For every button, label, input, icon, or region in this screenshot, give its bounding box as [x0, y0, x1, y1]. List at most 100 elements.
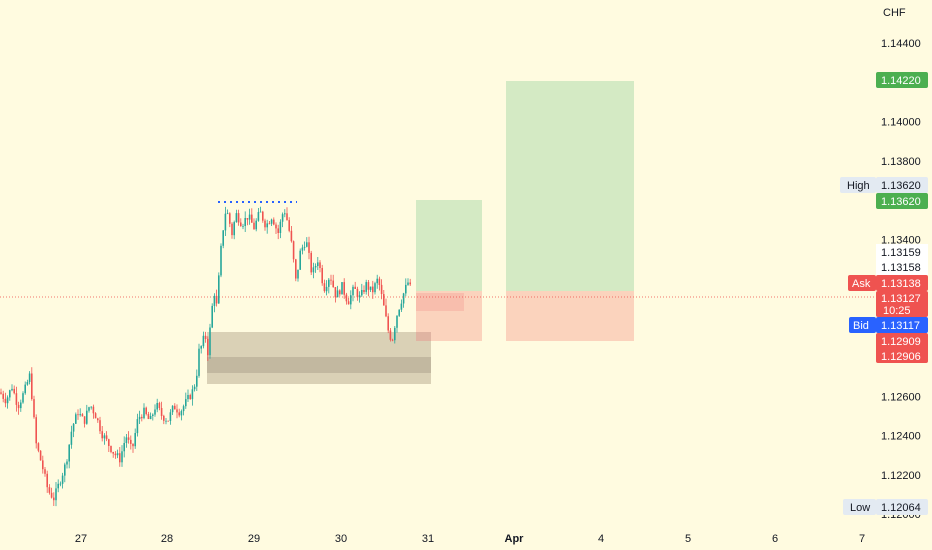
- candle-body: [108, 439, 110, 446]
- candle-body: [402, 293, 405, 304]
- candle-body: [64, 464, 66, 476]
- candle-body: [255, 220, 257, 230]
- svg-text:1.13158: 1.13158: [881, 262, 921, 274]
- svg-text:1.13620: 1.13620: [881, 196, 921, 208]
- candle-body: [200, 346, 202, 349]
- candle-body: [301, 247, 304, 251]
- candle-body: [136, 419, 139, 434]
- candle-body: [264, 220, 266, 228]
- candle-body: [253, 222, 255, 230]
- candle-body: [152, 414, 154, 416]
- candle-body: [398, 309, 400, 316]
- candle-body: [185, 399, 187, 407]
- candle-body: [380, 284, 383, 294]
- candle-body: [13, 388, 15, 394]
- candle-body: [178, 412, 180, 416]
- profit-zone-large[interactable]: [506, 81, 634, 291]
- candle-body: [189, 395, 191, 399]
- price-axis[interactable]: CHF 1.144001.140001.138001.134001.128001…: [881, 7, 921, 521]
- low-price-tag: Low 1.12064: [843, 499, 928, 515]
- time-axis[interactable]: 27 28 29 30 31 Apr 4 5 6 7: [75, 533, 865, 545]
- candle-body: [94, 413, 97, 419]
- candle-body: [2, 393, 4, 399]
- low-value: 1.12064: [881, 502, 921, 514]
- candle-body: [156, 403, 158, 410]
- candle-body: [4, 398, 7, 404]
- candle-body: [28, 373, 31, 382]
- candle-body: [163, 415, 165, 421]
- ask-label: Ask: [852, 278, 871, 290]
- candle-body: [187, 395, 189, 400]
- candle-body: [57, 483, 59, 489]
- candle-body: [154, 409, 156, 415]
- candle-body: [22, 393, 24, 403]
- candle-body: [237, 213, 240, 223]
- time-tick-label: Apr: [505, 533, 525, 545]
- ask-price-tag: Ask 1.13138: [848, 275, 928, 291]
- ask-value: 1.13138: [881, 278, 921, 290]
- candle-body: [292, 241, 295, 260]
- candle-body: [405, 284, 407, 294]
- candle-body: [365, 282, 367, 292]
- time-tick-label: 30: [335, 533, 347, 545]
- price-tick-label: 1.12600: [881, 391, 921, 403]
- profit-zone-small[interactable]: [416, 200, 482, 291]
- candle-body: [350, 295, 352, 305]
- candle-body: [72, 423, 75, 432]
- candle-body: [347, 301, 350, 305]
- candle-body: [174, 405, 176, 410]
- candle-body: [9, 390, 11, 398]
- candle-body: [198, 348, 200, 376]
- candle-body: [6, 397, 9, 404]
- chart-pane[interactable]: [0, 81, 876, 507]
- candle-body: [356, 288, 359, 298]
- candle-body: [53, 497, 55, 501]
- candle-body: [385, 305, 387, 317]
- candle-body: [119, 453, 121, 463]
- candle-body: [11, 388, 13, 391]
- stop-price-tags: 1.12909 1.12906: [876, 333, 928, 363]
- candle-body: [273, 219, 275, 225]
- candle-body: [345, 294, 348, 302]
- candle-body: [134, 433, 136, 447]
- candle-body: [251, 214, 253, 223]
- candle-body: [127, 437, 130, 440]
- candle-body: [396, 315, 398, 328]
- candle-body: [400, 303, 403, 310]
- candle-body: [257, 212, 260, 221]
- price-tick-label: 1.12400: [881, 431, 921, 443]
- candle-body: [165, 420, 167, 422]
- price-tick-label: 1.12200: [881, 470, 921, 482]
- candle-body: [279, 221, 282, 233]
- candle-body: [180, 411, 183, 416]
- loss-zone-large[interactable]: [506, 291, 634, 341]
- candle-body: [288, 220, 290, 231]
- demand-zone-overlap: [416, 332, 431, 341]
- candle-body: [138, 416, 141, 420]
- candle-body: [75, 414, 77, 424]
- high-label: High: [847, 180, 870, 192]
- candle-body: [24, 384, 26, 394]
- candle-body: [143, 407, 145, 419]
- time-tick-label: 4: [598, 533, 604, 545]
- price-tick-label: 1.13400: [881, 234, 921, 246]
- candle-body: [215, 295, 218, 304]
- candle-body: [79, 414, 81, 416]
- candle-body: [244, 218, 246, 226]
- candle-body: [334, 287, 337, 298]
- candle-body: [37, 443, 40, 451]
- candle-body: [116, 453, 119, 456]
- candle-body: [242, 226, 244, 227]
- candle-body: [328, 279, 330, 287]
- candle-body: [48, 487, 51, 493]
- candle-body: [70, 431, 73, 445]
- svg-text:1.12906: 1.12906: [881, 351, 921, 363]
- bid-value: 1.13117: [881, 320, 920, 332]
- candle-body: [112, 452, 114, 454]
- candle-body: [248, 214, 251, 220]
- candle-body: [352, 286, 354, 296]
- candle-body: [314, 266, 317, 268]
- time-tick-label: 31: [422, 533, 434, 545]
- candle-body: [325, 286, 328, 292]
